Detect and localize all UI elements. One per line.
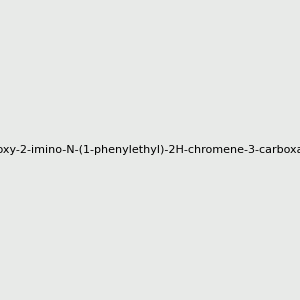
Text: 8-ethoxy-2-imino-N-(1-phenylethyl)-2H-chromene-3-carboxamide: 8-ethoxy-2-imino-N-(1-phenylethyl)-2H-ch… (0, 145, 300, 155)
